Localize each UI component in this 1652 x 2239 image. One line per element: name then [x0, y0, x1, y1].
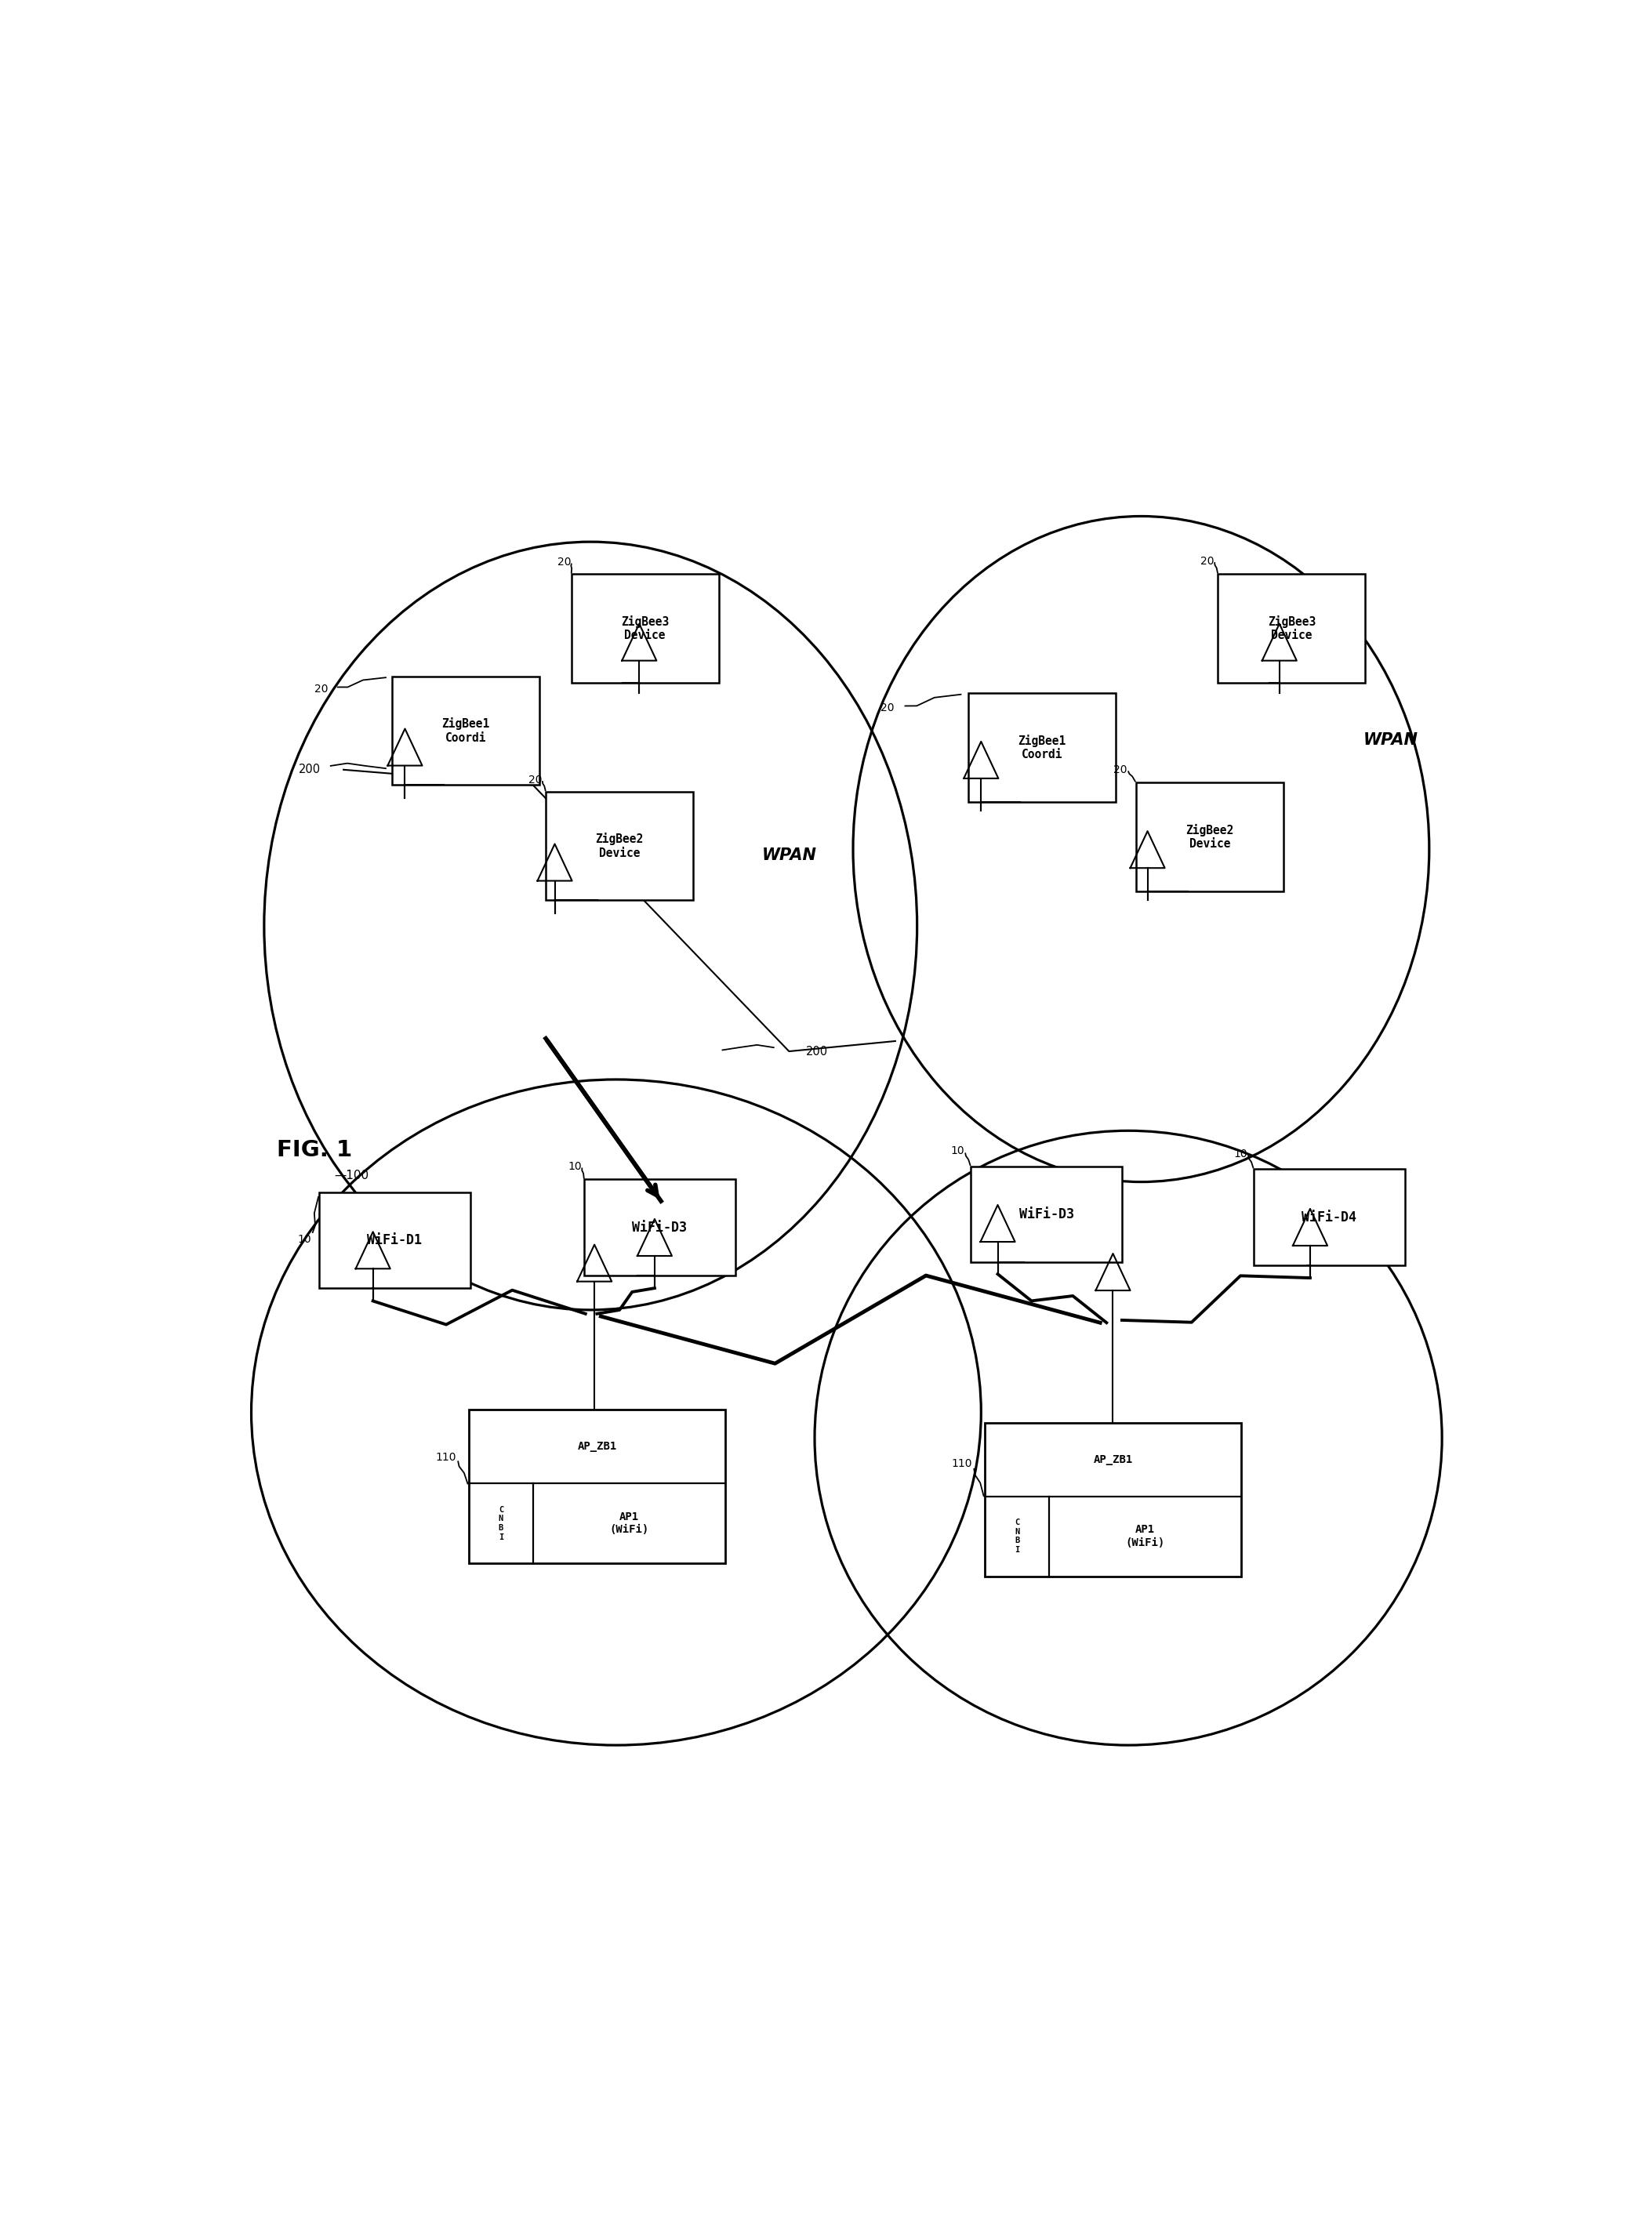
Text: 110: 110 — [952, 1458, 971, 1469]
FancyBboxPatch shape — [1218, 573, 1365, 683]
Text: 10: 10 — [568, 1162, 582, 1171]
FancyBboxPatch shape — [319, 1191, 471, 1287]
Text: ZigBee3
Device: ZigBee3 Device — [621, 616, 669, 640]
Text: 200: 200 — [299, 763, 320, 775]
Text: 20: 20 — [1113, 763, 1127, 775]
Text: C
N
B
I: C N B I — [1014, 1518, 1019, 1554]
Text: ZigBee1
Coordi: ZigBee1 Coordi — [441, 716, 489, 743]
Text: AP_ZB1: AP_ZB1 — [1094, 1453, 1133, 1464]
Text: C
N
B
I: C N B I — [499, 1507, 504, 1540]
Text: WiFi-D4: WiFi-D4 — [1302, 1209, 1356, 1225]
FancyBboxPatch shape — [392, 676, 539, 786]
Text: WPAN: WPAN — [1363, 732, 1417, 748]
Text: FIG. 1: FIG. 1 — [278, 1140, 352, 1160]
Text: AP_ZB1: AP_ZB1 — [577, 1442, 616, 1453]
Text: ZigBee1
Coordi: ZigBee1 Coordi — [1018, 734, 1066, 761]
Text: WiFi-D1: WiFi-D1 — [367, 1234, 423, 1247]
Text: 20: 20 — [1201, 555, 1214, 566]
Text: 20: 20 — [558, 558, 572, 569]
Text: 20: 20 — [529, 775, 542, 786]
Text: 20: 20 — [314, 683, 329, 694]
Text: 10: 10 — [297, 1234, 312, 1245]
Text: —100: —100 — [334, 1169, 368, 1182]
Text: WiFi-D3: WiFi-D3 — [1019, 1207, 1074, 1222]
FancyBboxPatch shape — [971, 1167, 1122, 1263]
Text: 10: 10 — [1234, 1149, 1247, 1160]
Text: 10: 10 — [950, 1146, 965, 1158]
FancyBboxPatch shape — [968, 692, 1115, 802]
Text: AP1
(WiFi): AP1 (WiFi) — [1125, 1525, 1165, 1547]
FancyBboxPatch shape — [585, 1180, 735, 1276]
Text: WiFi-D3: WiFi-D3 — [633, 1220, 687, 1234]
Text: ZigBee3
Device: ZigBee3 Device — [1267, 616, 1315, 640]
Text: ZigBee2
Device: ZigBee2 Device — [595, 833, 643, 860]
Text: AP1
(WiFi): AP1 (WiFi) — [610, 1511, 649, 1536]
Text: 20: 20 — [881, 703, 894, 714]
FancyBboxPatch shape — [572, 573, 719, 683]
Text: ZigBee2
Device: ZigBee2 Device — [1186, 824, 1234, 851]
FancyBboxPatch shape — [469, 1411, 725, 1563]
FancyBboxPatch shape — [1137, 781, 1284, 891]
FancyBboxPatch shape — [985, 1422, 1241, 1576]
Text: 200: 200 — [806, 1046, 828, 1057]
FancyBboxPatch shape — [545, 790, 694, 900]
FancyBboxPatch shape — [1254, 1169, 1404, 1265]
Text: 110: 110 — [436, 1451, 456, 1462]
Text: WPAN: WPAN — [762, 849, 816, 864]
